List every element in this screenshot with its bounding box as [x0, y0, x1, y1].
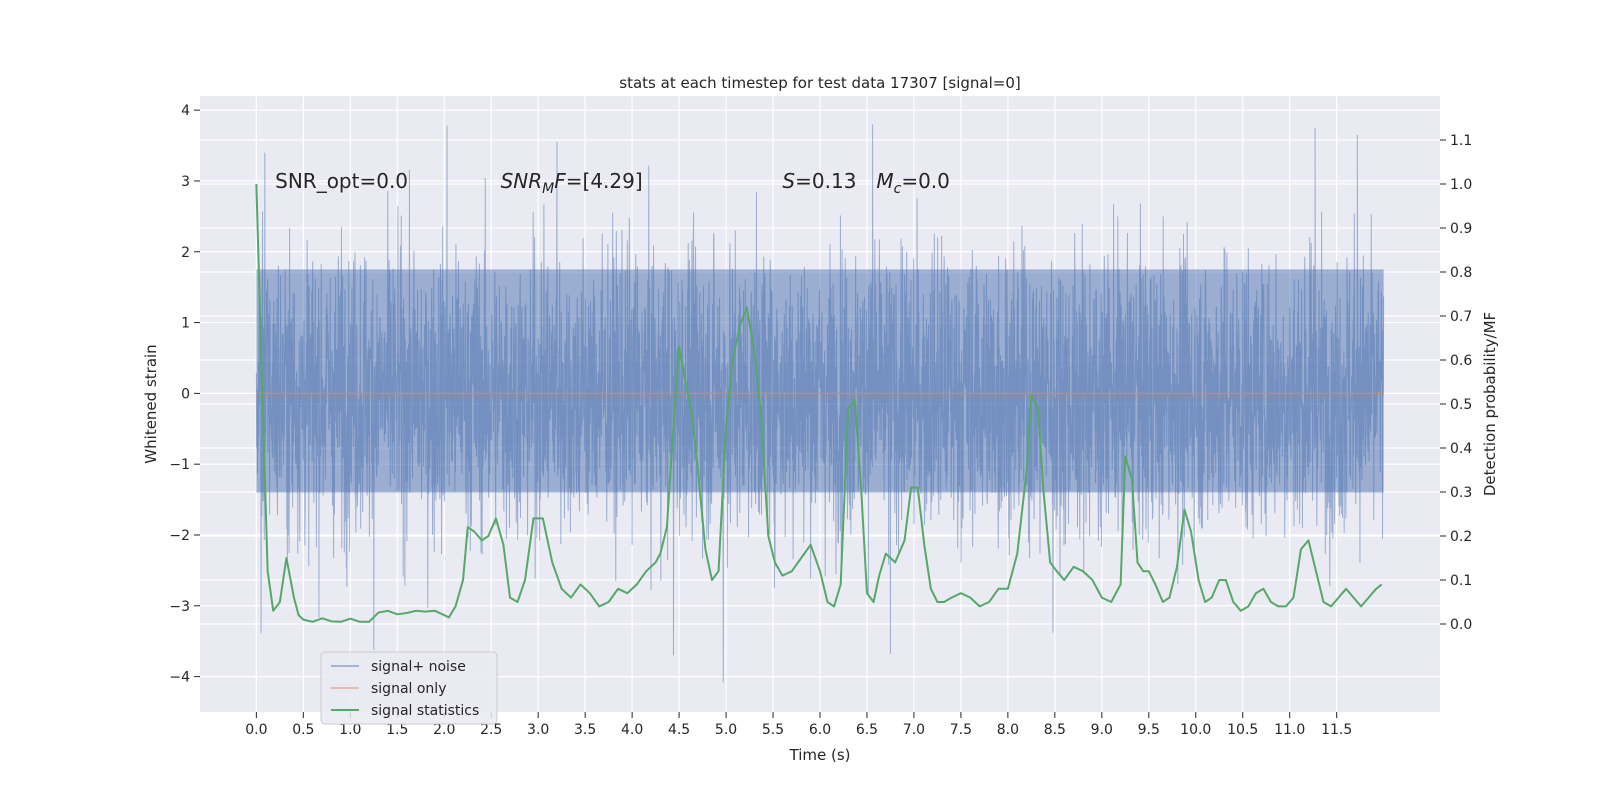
y2-axis-title: Detection probability/MF — [1481, 312, 1499, 496]
y-tick-label: 0 — [181, 386, 190, 402]
x-tick-label: 7.5 — [950, 722, 972, 738]
y2-tick-label: 0.6 — [1450, 353, 1472, 369]
y2-tick-label: 1.0 — [1450, 177, 1472, 193]
x-tick-label: 0.0 — [245, 722, 267, 738]
x-tick-label: 4.0 — [621, 722, 643, 738]
x-tick-label: 6.0 — [809, 722, 831, 738]
x-tick-label: 0.5 — [292, 722, 314, 738]
y2-tick-label: 0.5 — [1450, 397, 1472, 413]
x-tick-label: 5.0 — [715, 722, 737, 738]
y2-tick-label: 1.1 — [1450, 133, 1472, 149]
y-tick-label: −2 — [169, 528, 190, 544]
chart-title: stats at each timestep for test data 173… — [619, 74, 1020, 92]
y-tick-label: 1 — [181, 316, 190, 332]
annotation: SNRMF=[4.29] — [501, 169, 643, 197]
legend-label: signal+ noise — [371, 659, 466, 675]
legend-box — [320, 651, 498, 725]
y2-tick-label: 0.7 — [1450, 309, 1472, 325]
y2-tick-label: 0.0 — [1450, 617, 1472, 633]
x-tick-label: 4.5 — [668, 722, 690, 738]
signal-statistics-line — [255, 183, 1383, 623]
line-series — [255, 183, 1384, 623]
x-tick-label: 3.0 — [527, 722, 549, 738]
y-tick-label: −3 — [169, 599, 190, 615]
axis-ticks: 0.0 0.5 1.0 1.5 2.0 2.5 3.0 3.5 4.0 4.5 5.0 5.5 6.0 6… — [169, 103, 1472, 738]
x-tick-label: 1.5 — [386, 722, 408, 738]
annotation: Mc=0.0 — [876, 169, 950, 197]
x-axis-title: Time (s) — [789, 746, 851, 764]
y-tick-label: 2 — [181, 245, 190, 261]
x-tick-label: 11.0 — [1274, 722, 1305, 738]
annotation: S=0.13 — [782, 169, 856, 193]
y2-tick-label: 0.9 — [1450, 221, 1472, 237]
y-axis-title: Whitened strain — [142, 344, 160, 463]
legend-label: signal only — [371, 681, 446, 697]
y-tick-label: 3 — [181, 174, 190, 190]
x-tick-label: 11.5 — [1321, 722, 1352, 738]
y-tick-label: −4 — [169, 670, 190, 686]
x-tick-label: 1.0 — [339, 722, 361, 738]
x-tick-label: 7.0 — [903, 722, 925, 738]
y-tick-label: 4 — [181, 103, 190, 119]
x-tick-label: 9.0 — [1091, 722, 1113, 738]
x-tick-label: 2.5 — [480, 722, 502, 738]
signal-noise-series — [255, 124, 1385, 683]
x-tick-label: 5.5 — [762, 722, 784, 738]
signal-noise-line — [255, 124, 1385, 683]
y2-tick-label: 0.1 — [1450, 573, 1472, 589]
y2-tick-label: 0.3 — [1450, 485, 1472, 501]
x-tick-label: 6.5 — [856, 722, 878, 738]
x-tick-label: 10.0 — [1180, 722, 1211, 738]
x-tick-label: 10.5 — [1227, 722, 1258, 738]
y2-tick-label: 0.8 — [1450, 265, 1472, 281]
x-tick-label: 8.0 — [997, 722, 1019, 738]
y-tick-label: −1 — [169, 457, 190, 473]
x-tick-label: 9.5 — [1138, 722, 1160, 738]
annotations: SNR_opt=0.0 SNRMF=[4.29] S=0.13 Mc=0.0 — [275, 169, 950, 197]
legend: signal+ noise signal only signal statistic… — [320, 651, 498, 725]
legend-label: signal statistics — [371, 703, 479, 719]
annotation: SNR_opt=0.0 — [275, 169, 408, 193]
x-tick-label: 2.0 — [433, 722, 455, 738]
y2-tick-label: 0.2 — [1450, 529, 1472, 545]
y2-tick-label: 0.4 — [1450, 441, 1472, 457]
x-tick-label: 8.5 — [1044, 722, 1066, 738]
x-tick-label: 3.5 — [574, 722, 596, 738]
